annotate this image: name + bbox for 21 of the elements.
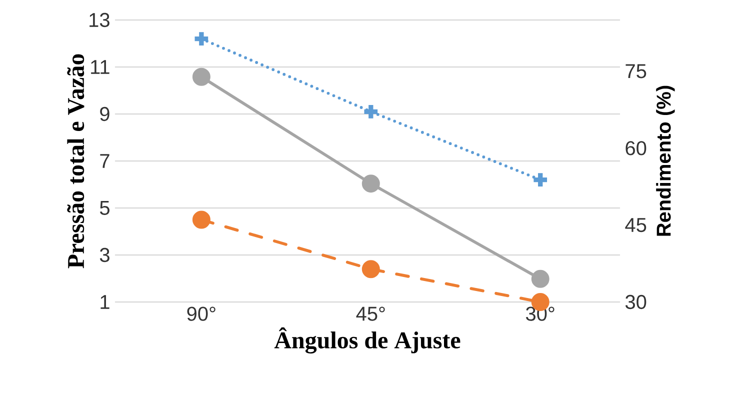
x-tick-label: 45°: [356, 306, 385, 321]
point: [362, 260, 380, 278]
y2-tick-label: 45: [625, 218, 646, 232]
y2-axis-title: Rendimento (%): [656, 86, 675, 236]
point: [362, 174, 380, 193]
y2-tick-label: 30: [625, 294, 646, 310]
y-tick-label: 13: [90, 12, 110, 28]
y-tick-label: 11: [91, 60, 110, 74]
y2-tick-label: 75: [626, 64, 646, 78]
point: [531, 270, 550, 288]
y-tick-label: 3: [100, 248, 110, 262]
y-tick-label: 9: [100, 106, 110, 122]
x-axis-title: Ângulos de Ajuste: [274, 327, 460, 354]
point: [192, 68, 210, 86]
x-tick-label: 90°: [187, 306, 216, 321]
point: [192, 210, 210, 229]
y-tick-label: 1: [100, 295, 110, 309]
y-axis-title: Pressão total e Vazão: [67, 54, 84, 268]
y2-tick-label: 60: [626, 141, 646, 156]
y-tick-label: 7: [100, 154, 110, 168]
y-tick-label: 5: [100, 201, 110, 215]
